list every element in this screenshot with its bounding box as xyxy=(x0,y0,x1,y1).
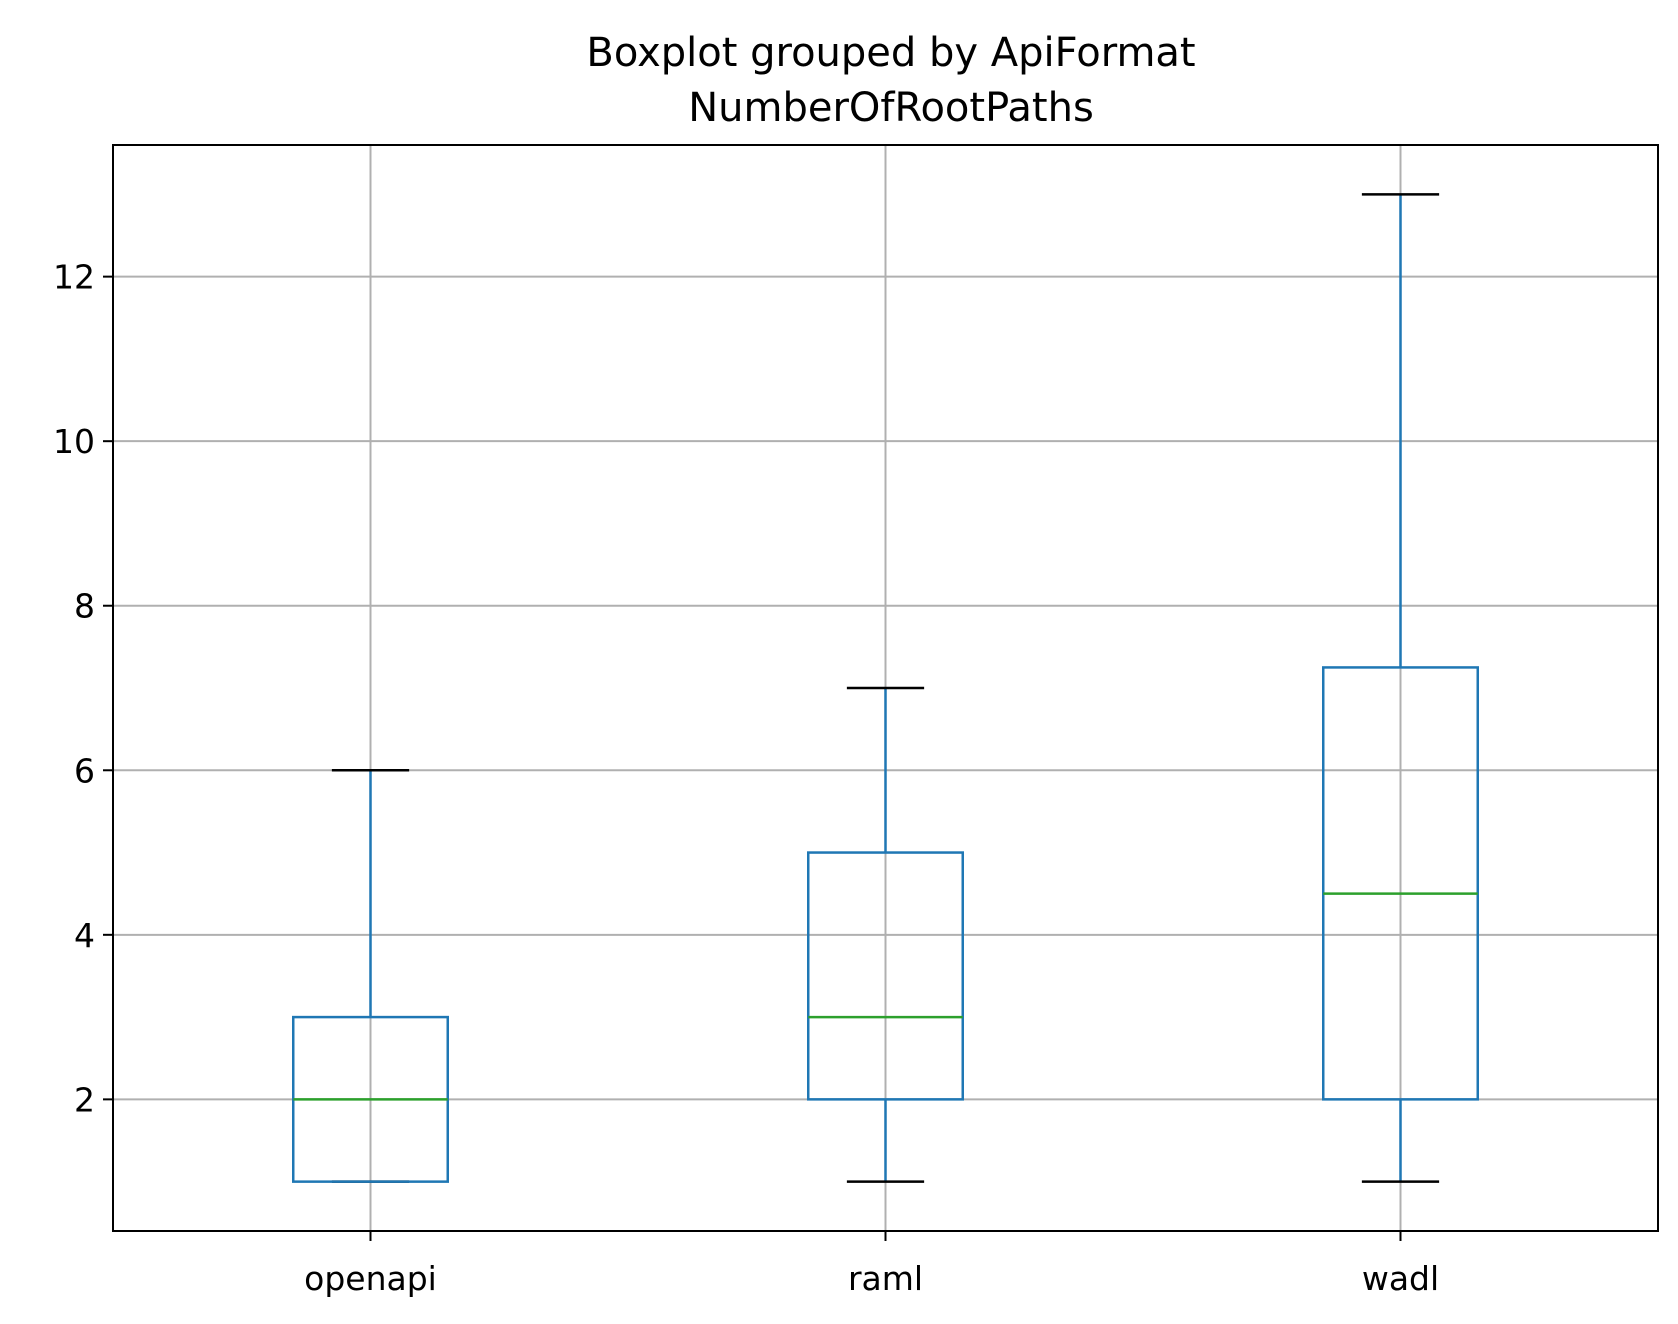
x-axis-ticks: openapi raml wadl xyxy=(304,1231,1439,1298)
y-tick-label: 10 xyxy=(53,422,95,461)
y-axis-ticks: 2 4 6 8 10 12 xyxy=(53,258,113,1119)
x-tick-label: raml xyxy=(848,1259,923,1298)
y-tick-label: 12 xyxy=(53,258,95,297)
box-plots xyxy=(292,193,1479,1183)
chart-subtitle: NumberOfRootPaths xyxy=(688,85,1094,131)
iqr-box xyxy=(1322,666,1479,1101)
box-openapi xyxy=(292,769,449,1183)
y-tick-label: 4 xyxy=(74,916,95,955)
box-raml xyxy=(807,686,964,1183)
x-tick-label: openapi xyxy=(304,1259,437,1298)
y-tick-label: 2 xyxy=(74,1080,95,1119)
y-tick-label: 8 xyxy=(74,587,95,626)
chart-title: Boxplot grouped by ApiFormat xyxy=(586,30,1195,76)
box-wadl xyxy=(1322,193,1479,1183)
iqr-box xyxy=(807,851,964,1101)
y-tick-label: 6 xyxy=(74,751,95,790)
x-tick-label: wadl xyxy=(1362,1259,1439,1298)
